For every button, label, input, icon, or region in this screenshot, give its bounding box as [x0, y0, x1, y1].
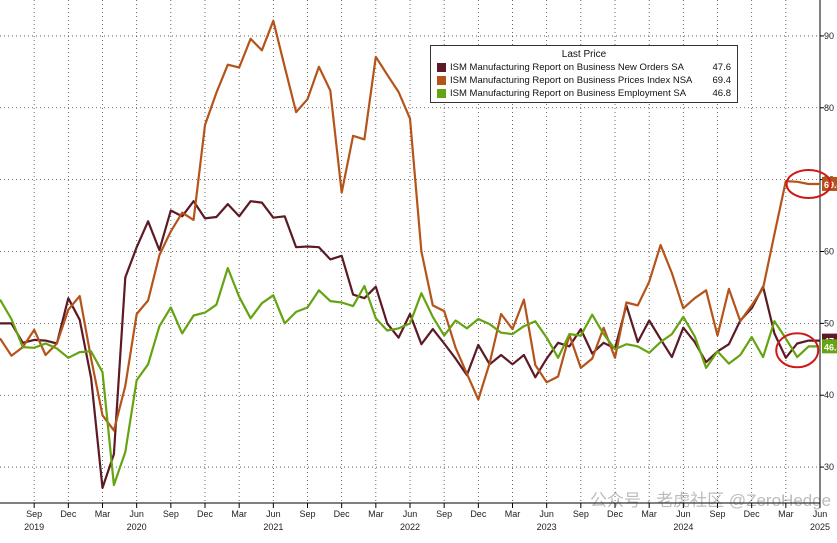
x-tick-label: Dec — [334, 509, 351, 519]
x-tick-label: Jun — [129, 509, 144, 519]
y-tick-label: 40 — [824, 390, 834, 400]
x-tick-label: Sep — [436, 509, 452, 519]
x-tick-label: Dec — [744, 509, 761, 519]
x-tick-label: Mar — [641, 509, 657, 519]
legend-value-new-orders: 47.6 — [712, 62, 732, 73]
legend-label-employment: ISM Manufacturing Report on Business Emp… — [450, 88, 687, 99]
series-line-1 — [0, 19, 820, 432]
legend-title: Last Price — [561, 49, 607, 60]
y-tick-label: 30 — [824, 462, 834, 472]
x-year-label: 2025 — [810, 522, 830, 532]
last-value-box-1 — [822, 176, 837, 191]
x-tick-label: Mar — [95, 509, 111, 519]
x-year-label: 2020 — [127, 522, 147, 532]
x-tick-label: Mar — [505, 509, 521, 519]
legend-swatch-prices — [437, 76, 446, 85]
legend-value-prices: 69.4 — [712, 75, 732, 86]
x-tick-label: Dec — [470, 509, 487, 519]
x-year-label: 2023 — [537, 522, 557, 532]
x-tick-label: Jun — [676, 509, 691, 519]
x-tick-label: Dec — [197, 509, 214, 519]
grid-lines — [0, 0, 821, 503]
x-tick-label: Dec — [607, 509, 624, 519]
x-tick-label: Sep — [26, 509, 42, 519]
x-tick-label: Mar — [368, 509, 384, 519]
series-lines — [0, 19, 820, 489]
y-tick-label: 90 — [824, 31, 834, 41]
x-tick-label: Sep — [573, 509, 589, 519]
series-line-2 — [0, 266, 820, 487]
x-year-label: 2024 — [673, 522, 693, 532]
legend-swatch-new-orders — [437, 63, 446, 72]
y-axis: 30405060708090 — [819, 0, 834, 503]
highlight-circles — [775, 168, 832, 369]
legend-item-prices: ISM Manufacturing Report on Business Pri… — [437, 74, 731, 87]
highlight-circle-prices — [785, 168, 832, 199]
x-tick-label: Jun — [813, 509, 828, 519]
x-tick-label: Jun — [403, 509, 418, 519]
x-year-label: 2021 — [263, 522, 283, 532]
last-value-text-2: 46.8 — [824, 342, 837, 352]
x-tick-label: Sep — [299, 509, 315, 519]
y-tick-label: 60 — [824, 247, 834, 257]
x-tick-label: Mar — [231, 509, 247, 519]
x-tick-label: Jun — [266, 509, 281, 519]
legend-label-prices: ISM Manufacturing Report on Business Pri… — [450, 75, 693, 86]
legend-swatch-employment — [437, 89, 446, 98]
last-value-box-2 — [822, 339, 837, 354]
legend-item-employment: ISM Manufacturing Report on Business Emp… — [437, 87, 731, 100]
x-year-label: 2019 — [24, 522, 44, 532]
x-axis: Sep Dec Mar Jun Sep Dec Mar Jun Sep Dec Mar Jun Sep D… — [0, 502, 830, 532]
watermark: 公众号 · 老虎社区 @ZeroHedge — [590, 491, 832, 510]
x-tick-label: Mar — [778, 509, 794, 519]
x-tick-label: Sep — [709, 509, 725, 519]
legend-item-new-orders: ISM Manufacturing Report on Business New… — [437, 61, 731, 74]
x-tick-label: Sep — [163, 509, 179, 519]
highlight-circle-orders-employment — [775, 332, 820, 369]
y-tick-label: 50 — [824, 318, 834, 328]
x-tick-label: Dec — [60, 509, 77, 519]
legend: Last Price ISM Manufacturing Report on B… — [430, 45, 738, 103]
series-line-0 — [0, 200, 820, 489]
x-tick-label: Jun — [539, 509, 554, 519]
legend-label-new-orders: ISM Manufacturing Report on Business New… — [450, 62, 684, 73]
y-tick-label: 80 — [824, 103, 834, 113]
legend-value-employment: 46.8 — [712, 88, 732, 99]
x-year-label: 2022 — [400, 522, 420, 532]
